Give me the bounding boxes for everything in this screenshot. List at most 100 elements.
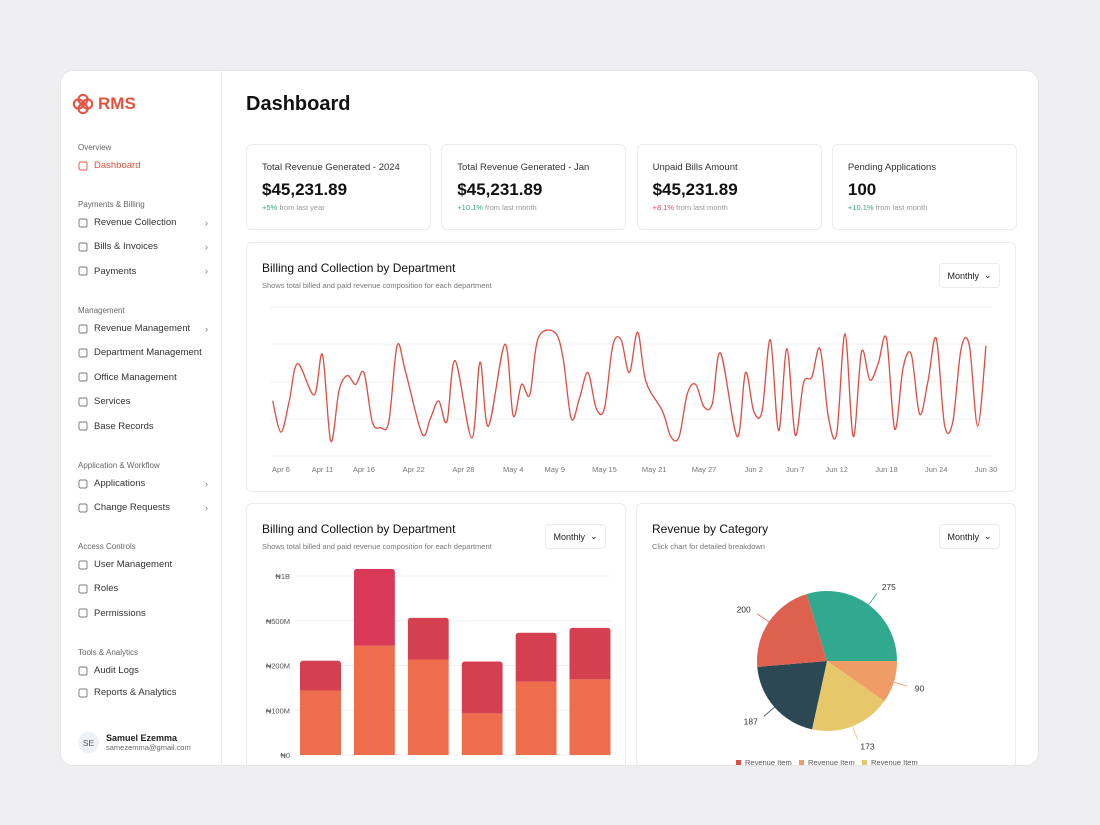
pie-slice[interactable] (757, 594, 827, 667)
sidebar-item-base-records[interactable]: Base Records (78, 421, 208, 432)
bar-segment-lower[interactable] (300, 690, 341, 755)
pie-value-label: 173 (860, 742, 874, 752)
sidebar-item-reports-analytics[interactable]: Reports & Analytics (78, 687, 208, 698)
brand-name: RMS (98, 94, 136, 113)
grid-icon (78, 161, 88, 171)
user-profile[interactable]: SE Samuel Ezemma samezemma@gmail.com (78, 732, 191, 753)
pie-slice[interactable] (812, 661, 885, 731)
bar-segment-upper[interactable] (300, 660, 341, 691)
user-gear-icon (78, 560, 88, 570)
sidebar-item-permissions[interactable]: Permissions (78, 608, 208, 619)
sidebar-item-bills-invoices[interactable]: Bills & Invoices › (78, 241, 208, 252)
pie-chart-subtitle: Click chart for detailed breakdown (652, 542, 765, 551)
stat-card: Total Revenue Generated - Jan $45,231.89 +… (441, 144, 627, 230)
change-note: from last month (676, 203, 728, 212)
sidebar-item-revenue-collection[interactable]: Revenue Collection › (78, 217, 208, 228)
brand-logo[interactable]: RMS (72, 93, 136, 115)
bar-segment-lower[interactable] (569, 679, 611, 755)
pie-slice[interactable] (806, 591, 897, 661)
stat-value: 100 (847, 180, 877, 199)
coins-icon (78, 218, 88, 228)
bar-segment-lower[interactable] (353, 645, 395, 755)
user-email: samezemma@gmail.com (106, 743, 191, 752)
sidebar-item-change-requests[interactable]: Change Requests › (78, 502, 208, 513)
pie-value-label: 275 (882, 582, 896, 592)
sidebar-item-label: Office Management (94, 371, 177, 383)
sidebar-item-revenue-management[interactable]: Revenue Management › (78, 323, 208, 334)
sidebar-item-roles[interactable]: Roles (78, 583, 208, 594)
legend-swatch (736, 760, 741, 765)
legend-label: Revenue Item (808, 758, 855, 765)
document-icon (78, 324, 88, 334)
legend-swatch (799, 760, 804, 765)
pie-period-dropdown[interactable]: Monthly ⌄ (939, 524, 1000, 549)
sidebar-section-title: Management (78, 306, 125, 315)
pie-slice[interactable] (757, 661, 827, 730)
line-chart-card: Billing and Collection by Department Sho… (246, 242, 1016, 492)
sidebar-item-dashboard[interactable]: Dashboard (78, 160, 208, 171)
sidebar-item-department-management[interactable]: Department Management (78, 347, 208, 358)
pie-value-label: 200 (737, 604, 751, 614)
bar-segment-lower[interactable] (461, 713, 503, 755)
bar-chart-icon (78, 688, 88, 698)
stat-value: $45,231.89 (457, 180, 543, 199)
pie-leader-line (868, 593, 878, 605)
bar-segment-upper[interactable] (569, 627, 611, 680)
page-title: Dashboard (246, 93, 351, 115)
sidebar-item-label: Services (94, 396, 131, 408)
y-tick-label: ₦100M (266, 706, 290, 715)
x-tick-label: Apr 16 (353, 465, 375, 474)
legend-swatch (862, 760, 867, 765)
folder-icon (78, 421, 88, 431)
y-tick-label: ₦1B (275, 572, 290, 581)
bar-segment-lower[interactable] (407, 659, 449, 755)
pie-slice[interactable] (827, 661, 897, 702)
sidebar-item-payments[interactable]: Payments › (78, 266, 208, 277)
stat-label: Total Revenue Generated - Jan (457, 162, 590, 173)
sidebar-item-services[interactable]: Services (78, 396, 208, 407)
x-tick-label: May 27 (692, 465, 717, 474)
main-content: Dashboard Total Revenue Generated - 2024… (223, 71, 1038, 765)
bar-segment-upper[interactable] (461, 661, 503, 714)
office-icon (78, 372, 88, 382)
edit-icon (78, 479, 88, 489)
bar-segment-upper[interactable] (353, 568, 395, 646)
sidebar-item-label: Audit Logs (94, 665, 139, 676)
stat-change: +8.1% from last month (653, 203, 728, 212)
sidebar-item-applications[interactable]: Applications › (78, 478, 208, 489)
sidebar-item-label: Applications (94, 478, 146, 489)
sidebar-section-title: Overview (78, 143, 112, 152)
sidebar-item-user-management[interactable]: User Management (78, 559, 208, 570)
chevron-right-icon: › (205, 217, 208, 228)
bar-chart: ₦0 ₦100M ₦200M ₦500M ₦1B (266, 568, 611, 760)
x-tick-label: Jun 12 (825, 465, 848, 474)
list-icon (78, 666, 88, 676)
sidebar-item-label: User Management (94, 559, 173, 570)
bar-segment-lower[interactable] (515, 681, 557, 755)
legend-label: Revenue Item (871, 758, 918, 765)
sidebar-section-title: Payments & Billing (78, 200, 145, 209)
bar-segment-upper[interactable] (407, 617, 449, 660)
pie-leader-line (893, 681, 908, 687)
change-percent: +8.1% (652, 203, 675, 212)
shield-icon (78, 584, 88, 594)
pie-value-label: 187 (744, 717, 758, 727)
change-note: from last month (485, 203, 537, 212)
line-chart-title: Billing and Collection by Department (262, 261, 456, 275)
change-percent: +10.1% (847, 203, 874, 212)
sidebar-item-audit-logs[interactable]: Audit Logs (78, 665, 208, 676)
chevron-down-icon: ⌄ (983, 270, 992, 280)
x-tick-label: Jun 2 (745, 465, 763, 474)
bar-segment-upper[interactable] (515, 632, 557, 682)
x-tick-label: Jun 30 (975, 465, 998, 474)
sidebar-item-office-management[interactable]: Office Management (78, 372, 208, 383)
bar-chart-card: Billing and Collection by Department Sho… (246, 503, 626, 765)
chevron-right-icon: › (205, 502, 208, 513)
line-period-dropdown[interactable]: Monthly ⌄ (939, 263, 1000, 288)
sidebar: RMS Overview Dashboard Payments & Billing R… (61, 71, 222, 765)
x-tick-label: May 9 (544, 465, 564, 474)
bar-period-dropdown[interactable]: Monthly ⌄ (545, 524, 606, 549)
git-pull-icon (78, 503, 88, 513)
sidebar-item-label: Base Records (94, 420, 154, 432)
